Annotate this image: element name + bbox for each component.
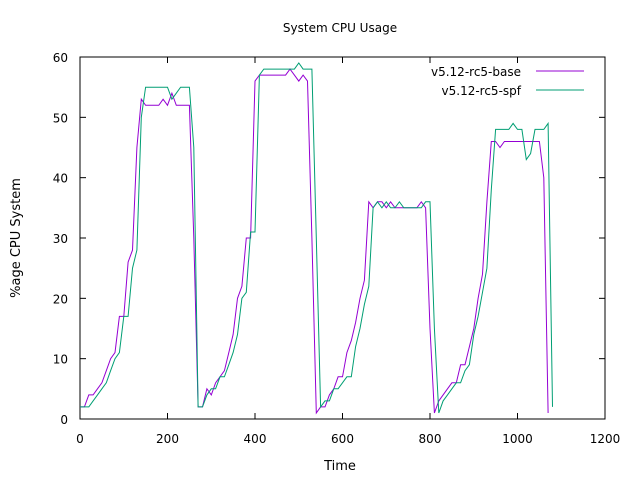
y-tick-label: 60 (53, 51, 68, 65)
x-tick-label: 400 (244, 432, 267, 446)
x-tick-label: 1200 (590, 432, 621, 446)
y-tick-label: 0 (60, 413, 68, 427)
x-tick-label: 800 (419, 432, 442, 446)
y-tick-label: 40 (53, 172, 68, 186)
series-line-2 (80, 62, 553, 414)
legend-label: v5.12-rc5-base (431, 65, 521, 79)
x-tick-label: 1000 (502, 432, 533, 446)
series-layer (80, 62, 553, 415)
series-line-1 (80, 68, 549, 415)
axis-ticks: 0 200 400 600 800 1000 1200 0 10 20 30 40 50 60 (53, 51, 621, 446)
x-tick-label: 200 (156, 432, 179, 446)
y-tick-label: 30 (53, 232, 68, 246)
chart-title: System CPU Usage (283, 21, 397, 35)
legend-label: v5.12-rc5-spf (442, 84, 522, 98)
y-axis-label: %age CPU System (9, 178, 24, 298)
y-tick-label: 10 (53, 353, 68, 367)
plot-border (79, 56, 606, 420)
x-tick-label: 600 (331, 432, 354, 446)
x-axis-label: Time (323, 459, 356, 474)
plot-frame (79, 56, 606, 420)
y-tick-label: 50 (53, 111, 68, 125)
y-tick-label: 20 (53, 292, 68, 306)
legend: v5.12-rc5-base v5.12-rc5-spf (431, 65, 584, 98)
x-tick-label: 0 (76, 432, 84, 446)
